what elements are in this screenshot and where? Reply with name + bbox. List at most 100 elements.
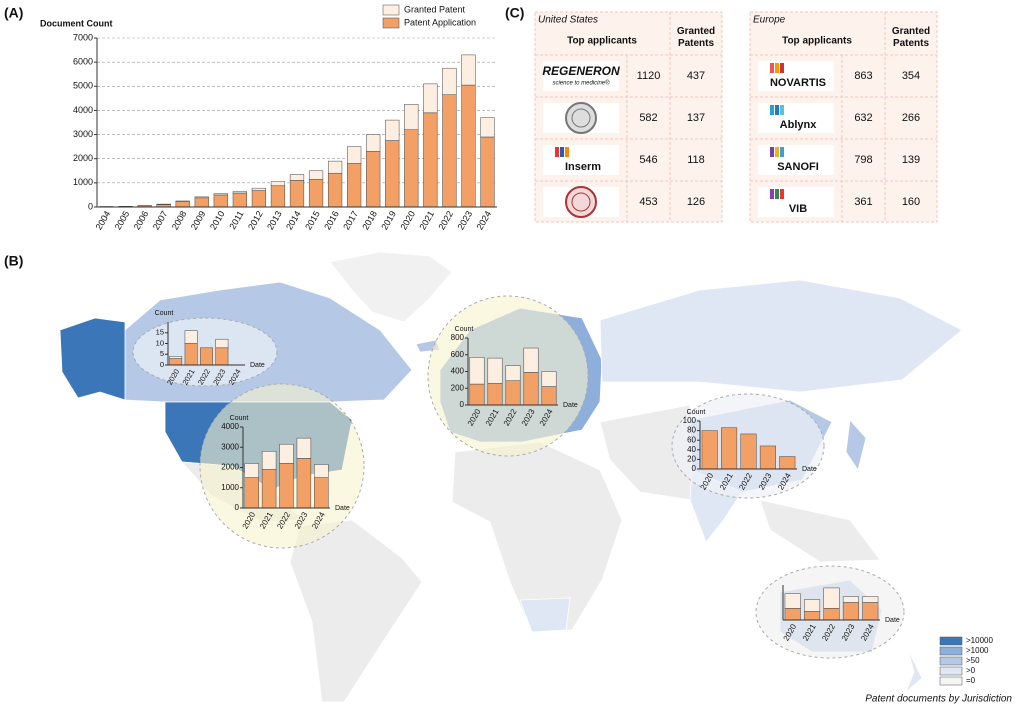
- russia: [599, 279, 963, 393]
- y-tick-label: 7000: [73, 32, 93, 42]
- table-cell: 160: [902, 196, 920, 208]
- y-tick-label: 40: [687, 445, 696, 454]
- bar-segment: [289, 180, 305, 208]
- x-tick-label: 2020: [398, 209, 417, 231]
- table-cell: 126: [687, 196, 705, 208]
- y-tick-label: 400: [451, 367, 465, 376]
- x-axis-title: Date: [563, 402, 578, 409]
- bar-segment: [461, 84, 476, 208]
- table-header-box: Granted Patents: [891, 26, 931, 49]
- logo-mark: [775, 63, 779, 73]
- logo-mark: [780, 63, 784, 73]
- world-map: [59, 251, 963, 703]
- y-tick-label: 6000: [73, 57, 93, 67]
- bar-segment: [442, 67, 457, 95]
- bar-segment: [184, 330, 198, 344]
- logo-mark: [780, 147, 784, 157]
- bar-segment: [423, 112, 438, 208]
- y-tick-label: 2000: [73, 153, 93, 163]
- table-cell: 266: [902, 112, 920, 124]
- bar-segment: [175, 200, 190, 202]
- bar-segment: [308, 178, 324, 208]
- legend-swatch: [382, 17, 400, 29]
- bar-segment: [804, 611, 821, 621]
- x-tick-label: 2007: [151, 209, 170, 231]
- applicant-logo: SANOFI: [777, 161, 819, 173]
- bar-segment: [175, 201, 190, 208]
- legend-label: >0: [966, 666, 976, 675]
- x-tick-label: 2023: [456, 209, 475, 231]
- bar-segment: [296, 458, 312, 509]
- table-cell: 632: [854, 112, 872, 124]
- bar-segment: [823, 608, 840, 621]
- bar-segment: [194, 197, 209, 208]
- legend-swatch: [939, 656, 963, 666]
- bar-segment: [270, 185, 286, 208]
- y-tick-label: 4000: [73, 105, 93, 115]
- x-tick-label: 2021: [417, 209, 436, 231]
- x-tick-label: 2012: [246, 209, 265, 231]
- y-tick-label: 2000: [221, 463, 239, 472]
- y-tick-label: 15: [156, 328, 164, 337]
- y-tick-label: 600: [451, 350, 465, 359]
- bar-segment: [804, 599, 821, 612]
- logo-bg: [543, 61, 619, 91]
- x-tick-label: 2014: [284, 209, 303, 231]
- bar-segment: [721, 427, 738, 470]
- table-cell: 437: [687, 70, 705, 82]
- x-tick-label: 2006: [132, 209, 151, 231]
- greenland: [329, 251, 453, 323]
- x-tick-label: 2016: [322, 209, 341, 231]
- table-header: Top applicants: [782, 36, 852, 47]
- bar-segment: [505, 365, 521, 381]
- bar-segment: [385, 140, 400, 208]
- x-tick-label: 2009: [189, 209, 208, 231]
- applicant-logo: Inserm: [565, 161, 601, 173]
- table-cell: 137: [687, 112, 705, 124]
- bar-segment: [740, 433, 757, 470]
- y-tick-label: 80: [687, 426, 696, 435]
- bar-segment: [232, 191, 247, 194]
- table-header-box: Granted Patents: [676, 26, 716, 49]
- legend-label: =0: [966, 676, 976, 685]
- bar-segment: [759, 445, 776, 470]
- bar-segment: [194, 196, 209, 199]
- legend-swatch: [939, 666, 963, 676]
- logo-mark: [770, 147, 774, 157]
- bar-segment: [480, 136, 495, 208]
- bar-segment: [862, 596, 879, 603]
- bar-segment: [523, 347, 539, 373]
- bar-segment: [261, 451, 277, 470]
- bar-segment: [169, 358, 183, 366]
- bar-segment: [314, 477, 329, 509]
- x-tick-label: 2013: [265, 209, 284, 231]
- bar-segment: [244, 477, 259, 509]
- bar-segment: [541, 371, 557, 387]
- bar-segment: [487, 382, 503, 406]
- bar-segment: [784, 593, 801, 609]
- bar-segment: [784, 608, 801, 621]
- bar-segment: [215, 338, 229, 349]
- logo-mark: [770, 189, 774, 199]
- japan: [845, 419, 867, 471]
- table-header: Granted Patents: [891, 26, 931, 49]
- logo-mark: [560, 147, 564, 157]
- middle-east: [599, 404, 693, 501]
- y-tick-label: 0: [235, 503, 240, 512]
- bar-segment: [327, 160, 343, 174]
- x-tick-label: 2019: [379, 209, 398, 231]
- table-header: Granted Patents: [676, 26, 716, 49]
- legend-label: >1000: [966, 646, 989, 655]
- bar-segment: [296, 437, 312, 459]
- table-cell: 546: [639, 154, 657, 166]
- bar-segment: [480, 117, 495, 138]
- applicant-logo: NOVARTIS: [770, 77, 826, 89]
- bar-segment: [308, 170, 324, 180]
- bar-segment: [385, 119, 400, 141]
- x-axis-title: Date: [885, 617, 900, 624]
- bar-segment: [701, 430, 718, 470]
- bar-segment: [347, 163, 362, 208]
- bar-segment: [279, 463, 294, 509]
- panel-label: (C): [505, 5, 524, 21]
